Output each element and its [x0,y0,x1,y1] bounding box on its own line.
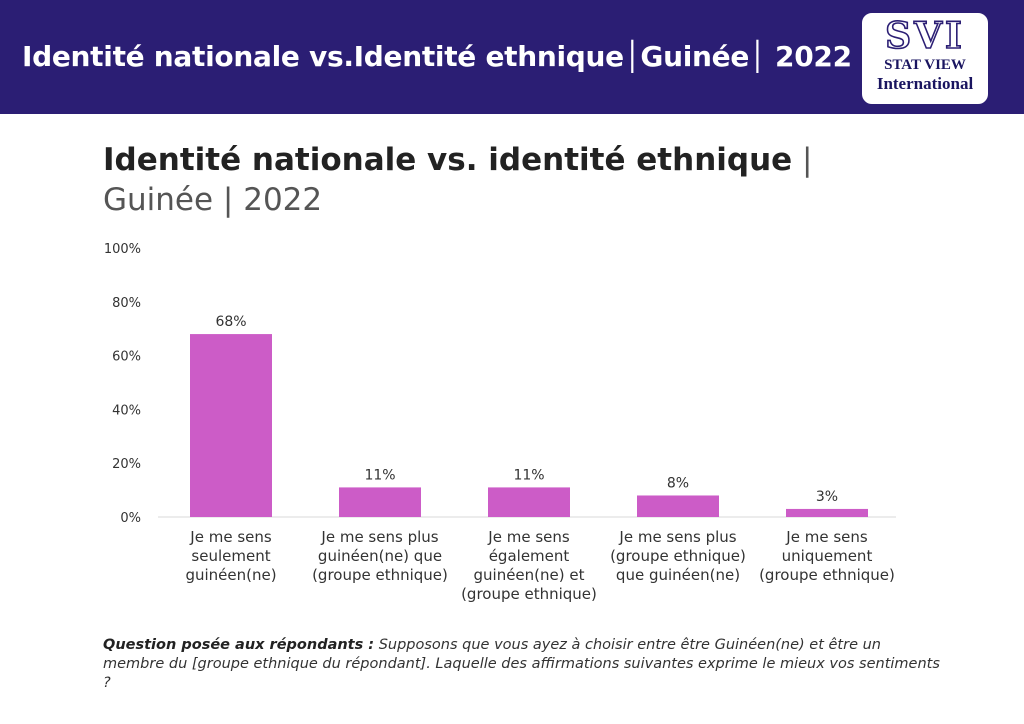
question-label: Question posée aux répondants : [103,637,375,653]
bar [786,508,868,517]
y-tick-label: 100% [104,242,141,257]
category-label-line: (groupe ethnique) [759,566,895,584]
banner-title: Identité nationale vs.Identité ethnique│… [22,40,852,73]
question-note: Question posée aux répondants : Supposon… [103,636,943,693]
category-label-line: guinéen(ne) et [474,566,585,584]
category-label-line: Je me sens [785,528,868,546]
chart-title: Identité nationale vs. identité ethnique… [103,140,903,220]
bar [190,334,272,517]
chart-title-main: Identité nationale vs. identité ethnique [103,142,793,178]
svi-logo: SVI STAT VIEW International [860,11,990,106]
category-label: Je me sens seulement guinéen(ne) [185,528,276,584]
category-label-line: seulement [191,547,270,565]
category-label: Je me sens plus (groupe ethnique) que guin… [610,528,746,584]
category-label-line: que guinéen(ne) [616,566,740,584]
chart-title-subtitle: | Guinée | 2022 [103,142,813,218]
category-label-line: également [489,547,570,565]
category-label-line: Je me sens plus [320,528,438,546]
category-label-line: guinéen(ne) que [318,547,442,565]
category-label: Je me sens uniquement (groupe ethnique) [759,528,895,584]
category-label-line: (groupe ethnique) [610,547,746,565]
logo-text-line1: STAT VIEW [884,57,966,73]
y-tick-label: 20% [112,457,141,472]
data-label: 11% [364,467,395,483]
logo-mark: SVI [884,14,965,58]
data-label: 68% [215,314,246,330]
category-label-line: Je me sens plus [618,528,736,546]
category-label-line: uniquement [782,547,873,565]
y-tick-label: 60% [112,350,141,365]
y-tick-label: 80% [112,296,141,311]
data-label: 8% [667,475,689,491]
data-label: 11% [513,467,544,483]
y-tick-label: 0% [120,511,141,526]
bar [488,487,570,517]
category-label-line: Je me sens [189,528,272,546]
data-label: 3% [816,489,838,505]
category-label-line: Je me sens [487,528,570,546]
bar [637,495,719,517]
bar [339,487,421,517]
logo-text-line2: International [876,74,974,93]
category-label-line: guinéen(ne) [185,566,276,584]
category-label-line: (groupe ethnique) [461,585,597,603]
category-label: Je me sens également guinéen(ne) et (groupe… [461,528,597,603]
question-text: Supposons que vous ayez à choisir entre … [103,637,940,691]
category-label: Je me sens plus guinéen(ne) que (groupe et… [312,528,448,584]
category-label-line: (groupe ethnique) [312,566,448,584]
y-tick-label: 40% [112,403,141,418]
header-banner: Identité nationale vs.Identité ethnique│… [0,0,1024,114]
